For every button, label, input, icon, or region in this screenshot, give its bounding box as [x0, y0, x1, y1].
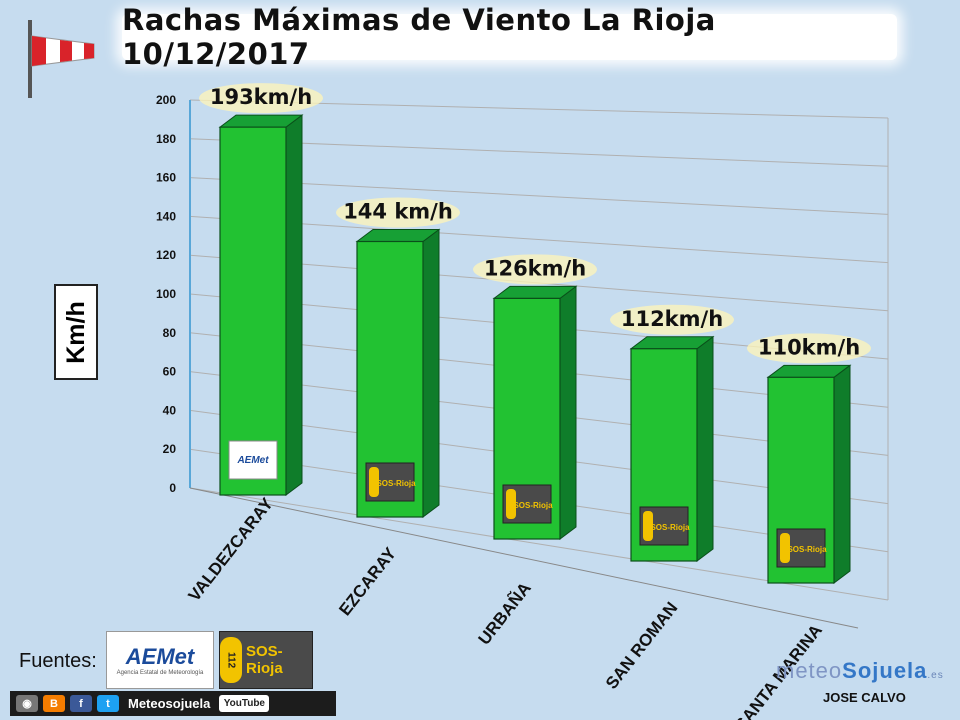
sos-112-emblem: 112: [220, 637, 242, 683]
data-label: 110km/h: [758, 335, 860, 359]
bar-front-face: [219, 126, 287, 496]
y-tick-label: 100: [156, 287, 176, 301]
y-axis-unit-box: Km/h: [54, 284, 98, 380]
gridline: [189, 177, 889, 215]
sos-badge-emblem: [369, 467, 379, 497]
aemet-logo-text: AEMet: [125, 644, 195, 669]
data-label-glow: [473, 254, 597, 285]
camera-icon[interactable]: ◉: [16, 695, 38, 712]
floor-edge: [189, 487, 859, 629]
bar-side-face: [285, 114, 303, 496]
data-label-glow: [610, 304, 734, 335]
sources-label: Fuentes:: [19, 650, 97, 672]
sos-badge-text: SOS-Rioja: [787, 545, 827, 554]
sos-badge-emblem: [506, 489, 516, 519]
author-credit: JOSE CALVO: [823, 690, 906, 705]
sos-rioja-logo: 112 SOS-Rioja: [219, 631, 313, 689]
bar-5: SOS-Rioja: [766, 364, 852, 584]
y-tick-label: 40: [163, 403, 177, 417]
twitter-icon[interactable]: t: [97, 695, 119, 712]
sos-badge-text: SOS-Rioja: [376, 479, 416, 488]
sos-badge-emblem: [780, 533, 790, 563]
y-tick-label: 20: [163, 442, 177, 456]
data-label: 126km/h: [484, 256, 586, 280]
bar-4: SOS-Rioja: [629, 335, 715, 562]
y-tick-label: 160: [156, 171, 176, 185]
aemet-logo-subtitle: Agencia Estatal de Meteorología: [116, 670, 204, 676]
y-tick-label: 140: [156, 209, 176, 223]
windsock-icon: [28, 20, 95, 98]
data-label: 193km/h: [210, 85, 312, 109]
sos-badge-text: SOS-Rioja: [513, 501, 553, 510]
bar-layer: AEMet SOS-Rioja SOS-Rioja SOS-Rioja SOS-Rioj…: [218, 114, 852, 584]
sos-badge-emblem: [643, 511, 653, 541]
facebook-icon[interactable]: f: [70, 695, 92, 712]
meteosojuela-watermark: meteoSojuela.es: [776, 658, 944, 684]
aemet-badge-text: AEMet: [236, 455, 269, 466]
meteosojuela-link[interactable]: Meteosojuela: [128, 696, 211, 711]
category-label: URBAÑA: [474, 578, 535, 648]
y-tick-label: 0: [169, 481, 176, 495]
y-axis-label: Km/h: [61, 300, 90, 364]
bar-1: AEMet: [218, 114, 304, 496]
y-tick-label: 60: [163, 365, 177, 379]
gridline: [189, 215, 889, 264]
bar-side-face: [833, 364, 851, 584]
bar-side-face: [559, 285, 577, 540]
data-label: 112km/h: [621, 307, 723, 331]
blogger-icon[interactable]: B: [43, 695, 65, 712]
aemet-logo: AEMet Agencia Estatal de Meteorología: [106, 631, 214, 689]
data-label: 144 km/h: [343, 199, 453, 223]
y-tick-label: 180: [156, 132, 176, 146]
gridline: [189, 138, 889, 167]
axis-layer: 0 20 40 60 80 100 120 140 160 180 200: [156, 93, 889, 629]
chart-title-text: Rachas Máximas de Viento La Rioja 10/12/…: [122, 3, 716, 71]
bar-2: SOS-Rioja: [355, 228, 441, 518]
category-label: VALDEZCARAY: [185, 494, 278, 605]
data-label-glow: [199, 83, 323, 114]
bar-3: SOS-Rioja: [492, 285, 578, 540]
y-tick-label: 120: [156, 248, 176, 262]
chart-title: Rachas Máximas de Viento La Rioja 10/12/…: [122, 3, 897, 71]
watermark-highlight: Sojuela: [842, 658, 928, 683]
social-links-bar: ◉ B f t Meteosojuela YouTube: [10, 691, 336, 716]
watermark-prefix: meteo: [776, 658, 843, 683]
data-label-glow: [336, 197, 460, 228]
sos-badge-text: SOS-Rioja: [650, 523, 690, 532]
bar-side-face: [696, 335, 714, 562]
category-label: SAN ROMAN: [602, 598, 682, 692]
youtube-link[interactable]: YouTube: [219, 695, 270, 712]
category-label: EZCARAY: [335, 543, 400, 619]
y-tick-label: 80: [163, 326, 177, 340]
y-tick-label: 200: [156, 93, 176, 107]
bar-side-face: [422, 228, 440, 518]
data-label-glow: [747, 333, 871, 364]
aemet-badge: [228, 440, 278, 480]
watermark-suffix: .es: [927, 670, 944, 681]
sos-rioja-logo-text: SOS-Rioja: [246, 643, 283, 677]
